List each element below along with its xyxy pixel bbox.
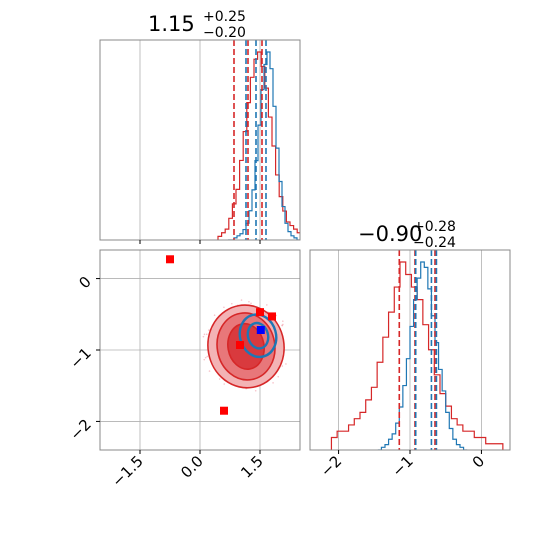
sample-point	[248, 300, 250, 303]
sample-point	[206, 355, 209, 358]
scatter-contours	[202, 299, 287, 392]
hist-y-red-step	[330, 261, 504, 450]
title-plus-error: +0.25	[203, 9, 246, 25]
sample-point	[213, 314, 216, 316]
sample-point	[277, 375, 280, 378]
hist-x-red-step	[217, 51, 300, 240]
x-tick-label: −1.5	[108, 452, 146, 490]
sample-point	[223, 383, 226, 385]
red-marker	[256, 308, 264, 317]
hist-y-tick-label: −2	[317, 452, 345, 480]
sample-point	[282, 320, 284, 322]
y-tick-label: 0	[75, 273, 94, 292]
hist-y-tick-label: 0	[469, 452, 488, 471]
blue-contour	[246, 321, 270, 350]
sample-point	[281, 365, 284, 367]
y-tick-label: −1	[66, 344, 94, 372]
title-value: −0.90	[358, 222, 422, 246]
hist-y-tick-label: −1	[388, 452, 416, 480]
sample-point	[230, 302, 233, 305]
blue-marker	[256, 326, 265, 334]
sample-point	[285, 363, 287, 365]
hist-y-blue-step	[377, 261, 468, 450]
sample-point	[254, 389, 257, 392]
red-marker	[268, 312, 276, 321]
sample-point	[223, 306, 225, 309]
x-tick-label: 0.0	[177, 452, 207, 482]
red-marker	[166, 255, 174, 264]
red-marker	[236, 341, 244, 349]
sample-point	[203, 333, 206, 336]
title-minus-error: −0.20	[203, 25, 246, 41]
sample-point	[202, 335, 205, 338]
sample-point	[272, 382, 274, 384]
hist-x-blue-step	[228, 51, 300, 240]
hist-x-title: 1.15 +0.25−0.20	[148, 9, 246, 41]
sample-point	[250, 302, 252, 305]
sample-point	[266, 304, 268, 306]
sample-point	[208, 370, 211, 372]
title-minus-error: −0.24	[413, 235, 456, 251]
sample-point	[240, 299, 243, 301]
blue-contour	[238, 313, 278, 359]
title-plus-error: +0.28	[413, 219, 456, 235]
red-marker	[220, 406, 228, 415]
x-tick-label: 1.5	[237, 452, 267, 482]
sample-point	[203, 358, 206, 361]
y-tick-label: −2	[66, 416, 94, 444]
sample-point	[204, 356, 207, 359]
sample-point	[205, 333, 208, 336]
sample-point	[281, 324, 284, 327]
title-value: 1.15	[148, 12, 195, 36]
sample-point	[218, 378, 221, 380]
sample-point	[208, 329, 210, 331]
hist-y-title: −0.90+0.28−0.24	[358, 219, 456, 251]
